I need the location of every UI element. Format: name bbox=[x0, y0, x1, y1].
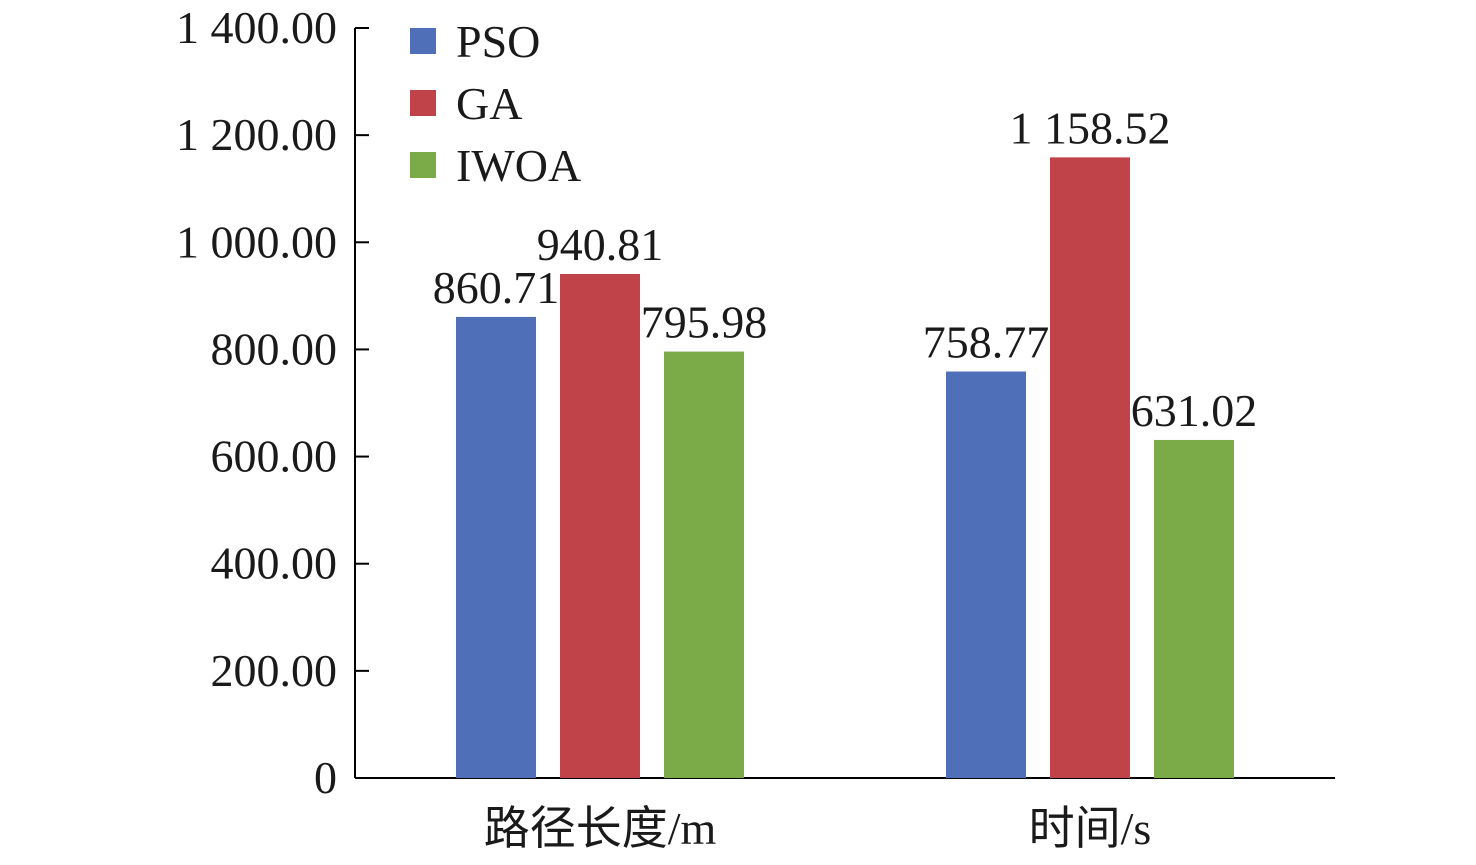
x-category-label: 路径长度/m bbox=[484, 803, 717, 854]
legend-label: IWOA bbox=[456, 140, 581, 191]
data-label: 795.98 bbox=[641, 297, 768, 348]
data-label: 631.02 bbox=[1131, 385, 1258, 436]
legend-label: PSO bbox=[456, 16, 540, 67]
data-label: 860.71 bbox=[433, 262, 560, 313]
x-category-label: 时间/s bbox=[1029, 803, 1152, 854]
bar-ga bbox=[1050, 157, 1130, 779]
x-axis: 路径长度/m 时间/s bbox=[355, 777, 1335, 854]
y-tick-label: 1 400.00 bbox=[176, 2, 337, 53]
y-tick-label: 1 200.00 bbox=[176, 109, 337, 160]
legend: PSO GA IWOA bbox=[410, 16, 581, 191]
y-tick-label: 1 000.00 bbox=[176, 216, 337, 267]
y-tick-label: 600.00 bbox=[211, 431, 338, 482]
bar-iwoa bbox=[664, 351, 744, 778]
data-label: 1 158.52 bbox=[1010, 102, 1171, 153]
bar-pso bbox=[456, 316, 536, 778]
bar-ga bbox=[560, 273, 640, 778]
legend-swatch-ga bbox=[410, 90, 436, 116]
legend-swatch-pso bbox=[410, 28, 436, 54]
y-tick-label: 400.00 bbox=[211, 538, 338, 589]
bars bbox=[456, 157, 1234, 779]
legend-label: GA bbox=[456, 78, 522, 129]
bar-iwoa bbox=[1154, 439, 1234, 778]
y-tick-label: 0 bbox=[314, 752, 337, 803]
y-tick-label: 200.00 bbox=[211, 645, 338, 696]
legend-swatch-iwoa bbox=[410, 152, 436, 178]
y-tick-label: 800.00 bbox=[211, 323, 338, 374]
y-axis: 0 200.00 400.00 600.00 800.00 1 000.00 1 200.0… bbox=[176, 2, 369, 803]
bar-pso bbox=[946, 371, 1026, 778]
data-label: 940.81 bbox=[537, 219, 664, 270]
data-label: 758.77 bbox=[923, 317, 1050, 368]
